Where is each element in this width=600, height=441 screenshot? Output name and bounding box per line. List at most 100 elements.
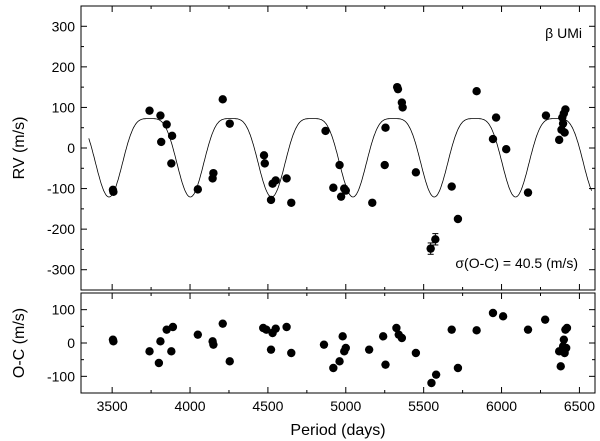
residual-point [562,323,572,333]
residual-point [262,325,271,334]
rv-point [381,123,390,132]
residual-point [472,326,481,335]
rv-point [560,128,569,137]
keplerian-model-curve [88,118,592,198]
residual-point [561,343,571,353]
residual-point [556,362,565,371]
sigma-annotation: σ(O-C) = 40.5 (m/s) [455,255,578,271]
rv-point [488,134,498,144]
rv-point [368,198,377,207]
residual-point [488,308,498,318]
top-y-tick-label: 300 [52,18,76,34]
residual-point [378,332,388,341]
residual-point [397,333,407,343]
rv-point [561,105,570,114]
x-tick-label: 4000 [174,398,205,414]
rv-point [541,111,551,120]
rv-point [167,159,176,168]
rv-point [282,174,291,183]
bottom-y-axis-title: O-C (m/s) [11,308,28,378]
rv-point [225,119,234,128]
rv-point [558,119,568,128]
x-tick-label: 5000 [330,398,361,414]
residual-point [319,340,329,349]
residual-point [523,325,533,334]
star-name-label: β UMi [545,25,582,41]
residual-point [447,325,456,334]
rv-point [453,214,463,224]
rv-point [554,135,564,145]
residual-point [109,337,118,346]
residual-point [167,347,176,356]
residual-point [287,348,296,358]
rv-point [167,131,177,141]
residual-point [498,312,508,321]
residual-point [411,348,421,358]
rv-point [472,87,481,96]
rv-point [411,168,421,177]
top-y-tick-label: 0 [67,140,75,156]
residual-point [335,357,344,366]
x-tick-label: 3500 [97,398,128,414]
residual-point [145,347,154,356]
x-tick-label: 6000 [486,398,517,414]
rv-point [321,126,330,136]
residual-point [218,319,227,328]
rv-data-points [108,82,570,253]
top-panel-frame [80,5,596,291]
rv-point [193,185,203,194]
residual-point [431,370,441,379]
rv-point [209,168,218,178]
x-tick-label: 5500 [408,398,439,414]
rv-point [447,182,456,191]
residual-point [559,335,569,344]
top-y-tick-label: 200 [52,59,76,75]
residual-point [168,322,178,332]
top-y-tick-label: 100 [52,99,76,115]
residual-point [381,360,390,369]
top-y-tick-label: -100 [47,181,75,197]
top-y-ticks: -300 -200 -100 0 100 200 300 [47,5,595,291]
rv-point [491,113,501,122]
residual-data-points [108,308,572,388]
residual-point [282,322,291,332]
residual-point [271,324,280,333]
rv-point [260,159,269,168]
residual-point [225,357,234,366]
rv-point [157,137,166,147]
x-axis-title: Period (days) [290,422,385,439]
residual-point [341,343,350,353]
residual-point [364,345,374,354]
residual-point [154,358,164,368]
residual-point [338,332,347,341]
rv-point [335,160,344,170]
top-y-axis-title: RV (m/s) [11,117,28,180]
rv-point [266,195,276,205]
error-bars [427,233,439,255]
x-tick-label: 6500 [564,398,595,414]
bottom-y-tick-label: -100 [47,368,75,384]
bottom-y-tick-label: 100 [52,302,76,318]
rv-point [109,187,118,197]
rv-point [145,106,154,115]
residual-point [453,363,463,373]
rv-point [336,192,346,201]
rv-point [393,84,403,94]
rv-point [218,95,227,104]
x-tick-label: 4500 [252,398,283,414]
rv-point [523,188,533,197]
rv-point [380,160,389,170]
rv-point [398,103,407,112]
residual-point [156,337,165,346]
rv-point [271,176,280,185]
bottom-y-tick-label: 0 [67,335,75,351]
residual-point [427,378,436,388]
rv-point [162,120,171,129]
rv-point [502,145,511,154]
top-y-tick-label: -300 [47,262,75,278]
residual-point [329,363,338,373]
bottom-y-ticks: -100 0 100 [47,302,595,384]
rv-point [287,198,296,207]
